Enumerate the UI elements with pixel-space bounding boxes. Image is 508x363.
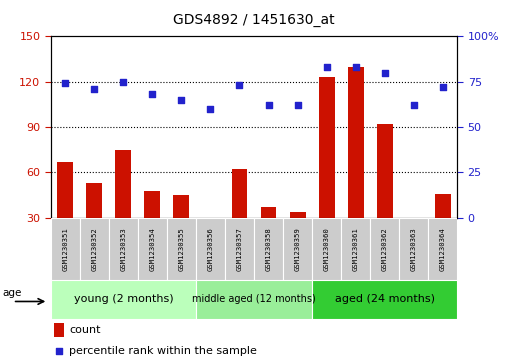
Point xyxy=(352,64,360,70)
Text: GDS4892 / 1451630_at: GDS4892 / 1451630_at xyxy=(173,13,335,27)
Bar xyxy=(435,193,451,218)
Bar xyxy=(428,218,457,280)
Text: GSM1230364: GSM1230364 xyxy=(440,227,446,270)
Text: GSM1230359: GSM1230359 xyxy=(295,227,301,270)
Text: aged (24 months): aged (24 months) xyxy=(335,294,435,305)
Bar xyxy=(232,170,247,218)
Text: GSM1230353: GSM1230353 xyxy=(120,227,126,270)
Bar xyxy=(261,207,276,218)
Point xyxy=(380,70,389,76)
Point xyxy=(206,106,214,112)
Point xyxy=(323,64,331,70)
Bar xyxy=(370,218,399,280)
Bar xyxy=(225,218,254,280)
Point xyxy=(177,97,185,103)
Point xyxy=(55,348,63,354)
Text: percentile rank within the sample: percentile rank within the sample xyxy=(69,346,257,356)
Point xyxy=(235,82,243,88)
Bar xyxy=(347,66,364,218)
Text: GSM1230362: GSM1230362 xyxy=(382,227,388,270)
Text: age: age xyxy=(3,289,22,298)
Text: middle aged (12 months): middle aged (12 months) xyxy=(192,294,316,305)
Text: GSM1230355: GSM1230355 xyxy=(178,227,184,270)
Bar xyxy=(283,218,312,280)
Bar xyxy=(341,218,370,280)
Bar xyxy=(196,280,312,319)
Point xyxy=(61,81,70,86)
Point xyxy=(265,102,273,108)
Text: GSM1230357: GSM1230357 xyxy=(237,227,242,270)
Point xyxy=(409,102,418,108)
Point xyxy=(119,79,128,85)
Bar xyxy=(196,218,225,280)
Bar xyxy=(399,218,428,280)
Point xyxy=(294,102,302,108)
Bar xyxy=(312,218,341,280)
Text: GSM1230361: GSM1230361 xyxy=(353,227,359,270)
Text: count: count xyxy=(69,325,101,335)
Bar xyxy=(319,77,335,218)
Bar xyxy=(203,218,218,221)
Bar xyxy=(173,195,189,218)
Text: young (2 months): young (2 months) xyxy=(74,294,173,305)
Bar xyxy=(109,218,138,280)
Bar xyxy=(57,162,73,218)
Text: GSM1230360: GSM1230360 xyxy=(324,227,330,270)
Point xyxy=(148,91,156,97)
Text: GSM1230363: GSM1230363 xyxy=(410,227,417,270)
Bar xyxy=(51,280,196,319)
Bar xyxy=(115,150,132,218)
Text: GSM1230352: GSM1230352 xyxy=(91,227,98,270)
Point xyxy=(438,84,447,90)
Bar xyxy=(290,212,305,218)
Text: GSM1230356: GSM1230356 xyxy=(207,227,213,270)
Text: GSM1230354: GSM1230354 xyxy=(149,227,155,270)
Bar xyxy=(54,323,64,338)
Text: GSM1230351: GSM1230351 xyxy=(62,227,68,270)
Bar xyxy=(167,218,196,280)
Bar xyxy=(138,218,167,280)
Bar xyxy=(376,124,393,218)
Bar xyxy=(86,183,102,218)
Point xyxy=(90,86,99,92)
Text: GSM1230358: GSM1230358 xyxy=(266,227,271,270)
Bar xyxy=(312,280,457,319)
Bar xyxy=(254,218,283,280)
Bar xyxy=(80,218,109,280)
Bar xyxy=(144,191,161,218)
Bar xyxy=(51,218,80,280)
